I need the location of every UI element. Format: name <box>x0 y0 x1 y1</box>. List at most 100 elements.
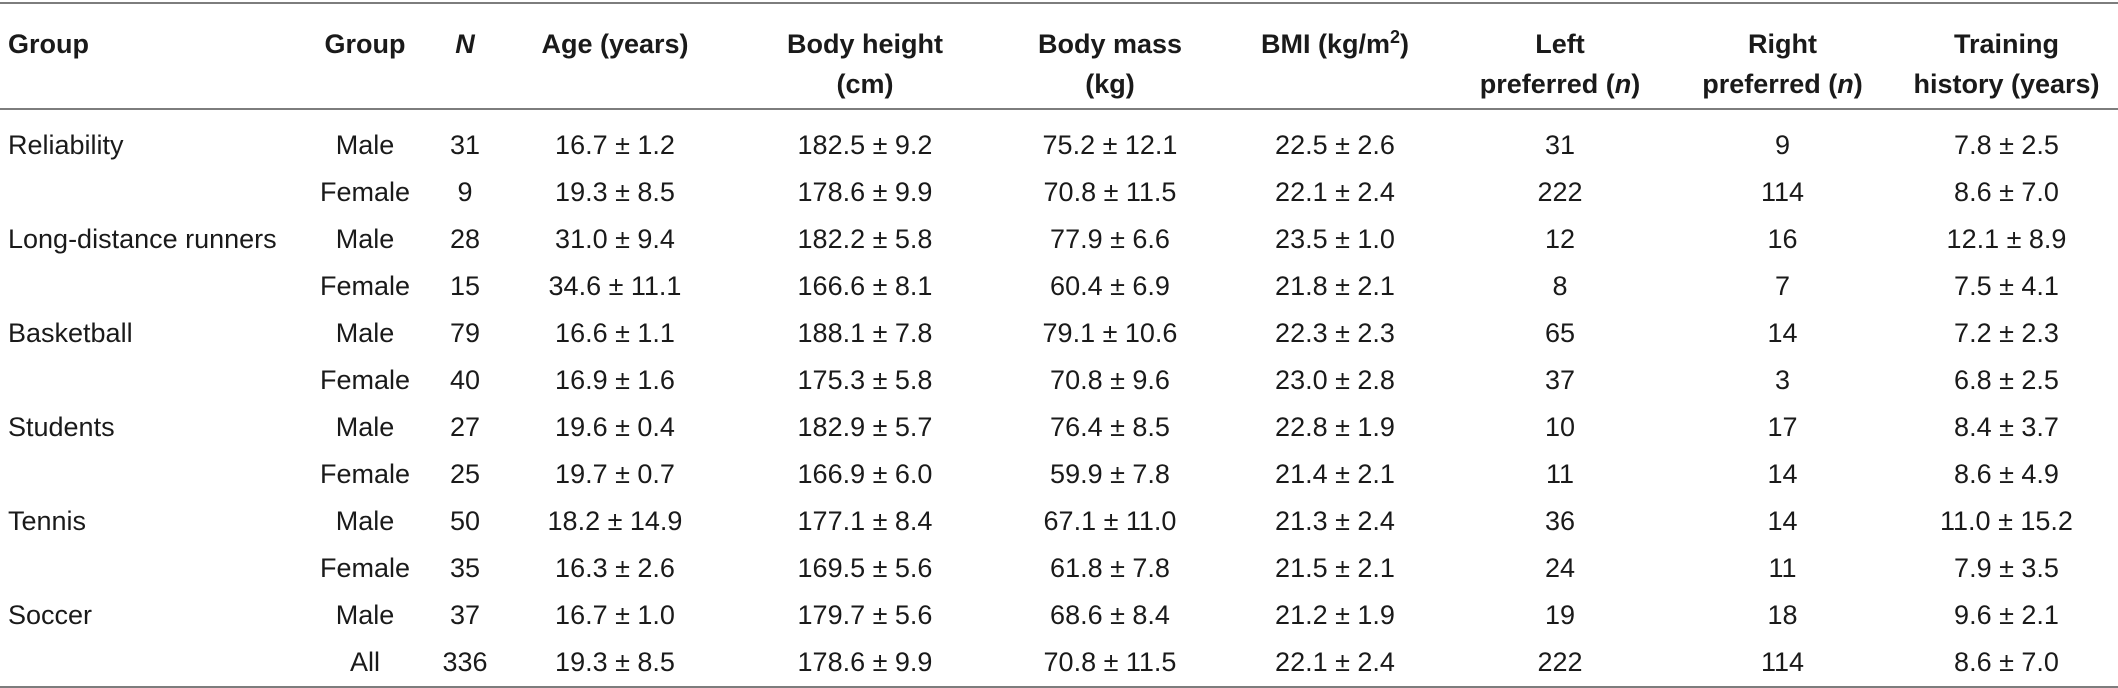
table-row: Female 15 34.6 ± 11.1 166.6 ± 8.1 60.4 ±… <box>0 263 2118 310</box>
cell-height: 178.6 ± 9.9 <box>797 177 933 207</box>
cell-bmi: 22.5 ± 2.6 <box>1275 130 1395 160</box>
cell-height: 166.9 ± 6.0 <box>797 459 933 489</box>
cell-sex: Male <box>335 412 395 442</box>
cell-right-preferred: 3 <box>1774 365 1791 395</box>
cell-sex: Male <box>335 318 395 348</box>
cell-left-preferred: 31 <box>1544 130 1576 160</box>
cell-left-preferred: 11 <box>1545 459 1575 489</box>
cell-height: 166.6 ± 8.1 <box>797 271 933 301</box>
cell-bmi: 21.5 ± 2.1 <box>1275 553 1395 583</box>
header-age-label: Age (years) <box>541 29 689 59</box>
cell-bmi: 22.3 ± 2.3 <box>1275 318 1395 348</box>
cell-right-preferred: 16 <box>1767 224 1798 254</box>
header-group-label: Group <box>8 29 89 59</box>
cell-n: 31 <box>449 130 481 160</box>
cell-sex: All <box>300 639 430 688</box>
cell-left-preferred: 37 <box>1544 365 1576 395</box>
table-row: Reliability Male 31 16.7 ± 1.2 182.5 ± 9… <box>0 109 2118 169</box>
cell-left-preferred: 222 <box>1450 639 1670 688</box>
cell-training-history: 8.6 ± 7.0 <box>1895 639 2118 688</box>
cell-n: 27 <box>449 412 481 442</box>
cell-sex: Female <box>319 177 411 207</box>
cell-mass: 67.1 ± 11.0 <box>1043 506 1177 536</box>
header-training-line2: history (years) <box>1913 69 2100 99</box>
table-row: Tennis Male 50 18.2 ± 14.9 177.1 ± 8.4 6… <box>0 498 2118 545</box>
cell-bmi: 21.8 ± 2.1 <box>1275 271 1395 301</box>
cell-bmi: 22.1 ± 2.4 <box>1275 177 1395 207</box>
cell-group: Tennis <box>8 506 87 536</box>
header-mass-line1: Body mass <box>1037 29 1183 59</box>
cell-right-preferred: 114 <box>1670 639 1895 688</box>
cell-n: 336 <box>430 639 500 688</box>
cell-mass: 68.6 ± 8.4 <box>1050 600 1170 630</box>
cell-group: Basketball <box>8 318 133 348</box>
cell-mass: 61.8 ± 7.8 <box>1050 553 1170 583</box>
cell-age: 34.6 ± 11.1 <box>548 271 682 301</box>
cell-bmi: 22.8 ± 1.9 <box>1275 412 1395 442</box>
cell-group <box>0 451 300 498</box>
cell-bmi: 23.5 ± 1.0 <box>1275 224 1395 254</box>
cell-n: 15 <box>449 271 481 301</box>
cell-bmi: 21.4 ± 2.1 <box>1275 459 1395 489</box>
cell-training-history: 7.8 ± 2.5 <box>1954 130 2059 160</box>
cell-group <box>0 263 300 310</box>
cell-sex: Female <box>319 553 411 583</box>
cell-bmi: 21.3 ± 2.4 <box>1275 506 1395 536</box>
cell-training-history: 8.6 ± 7.0 <box>1954 177 2059 207</box>
cell-n: 25 <box>449 459 481 489</box>
table-row: Students Male 27 19.6 ± 0.4 182.9 ± 5.7 … <box>0 404 2118 451</box>
cell-right-preferred: 18 <box>1767 600 1798 630</box>
cell-training-history: 7.2 ± 2.3 <box>1954 318 2059 348</box>
cell-age: 31.0 ± 9.4 <box>555 224 675 254</box>
cell-age: 16.6 ± 1.1 <box>555 318 675 348</box>
cell-age: 18.2 ± 14.9 <box>547 506 683 536</box>
cell-left-preferred: 19 <box>1544 600 1576 630</box>
header-left-line1: Left <box>1535 29 1585 59</box>
header-training-line1: Training <box>1953 29 2059 59</box>
header-right-line2: preferred ( <box>1702 69 1838 99</box>
header-height-line2: (cm) <box>836 69 894 99</box>
cell-left-preferred: 36 <box>1544 506 1576 536</box>
cell-age: 16.7 ± 1.0 <box>555 600 675 630</box>
cell-left-preferred: 12 <box>1544 224 1576 254</box>
cell-training-history: 6.8 ± 2.5 <box>1954 365 2059 395</box>
cell-mass: 76.4 ± 8.5 <box>1050 412 1170 442</box>
header-training-history: Training history (years) <box>1895 2 2118 110</box>
table-row: Long-distance runners Male 28 31.0 ± 9.4… <box>0 216 2118 263</box>
cell-training-history: 7.5 ± 4.1 <box>1954 271 2059 301</box>
table-row: Soccer Male 37 16.7 ± 1.0 179.7 ± 5.6 68… <box>0 592 2118 639</box>
cell-right-preferred: 14 <box>1767 459 1798 489</box>
cell-group <box>0 357 300 404</box>
table-row: Basketball Male 79 16.6 ± 1.1 188.1 ± 7.… <box>0 310 2118 357</box>
cell-age: 16.3 ± 2.6 <box>555 553 675 583</box>
header-height: Body height (cm) <box>730 2 1000 110</box>
header-sex-label: Group <box>324 29 406 59</box>
cell-height: 182.2 ± 5.8 <box>797 224 933 254</box>
cell-mass: 75.2 ± 12.1 <box>1042 130 1178 160</box>
header-left-preferred: Left preferred (n) <box>1450 2 1670 110</box>
cell-n: 9 <box>457 177 473 207</box>
cell-age: 19.7 ± 0.7 <box>555 459 675 489</box>
header-group: Group <box>0 2 300 110</box>
header-row: Group Group N Age (years) Body height (cm… <box>0 2 2118 110</box>
cell-group <box>0 545 300 592</box>
table-row: All 336 19.3 ± 8.5 178.6 ± 9.9 70.8 ± 11… <box>0 639 2118 688</box>
cell-height: 175.3 ± 5.8 <box>797 365 933 395</box>
cell-height: 182.5 ± 9.2 <box>797 130 933 160</box>
header-left-n: n <box>1614 69 1632 99</box>
cell-sex: Male <box>335 506 395 536</box>
cell-height: 188.1 ± 7.8 <box>797 318 933 348</box>
cell-n: 79 <box>449 318 481 348</box>
cell-sex: Male <box>335 224 395 254</box>
header-bmi: BMI (kg/m2) <box>1220 2 1450 110</box>
cell-left-preferred: 10 <box>1544 412 1576 442</box>
header-right-preferred: Right preferred (n) <box>1670 2 1895 110</box>
header-height-line1: Body height <box>787 29 943 59</box>
table-body: Reliability Male 31 16.7 ± 1.2 182.5 ± 9… <box>0 109 2118 688</box>
cell-left-preferred: 65 <box>1544 318 1576 348</box>
cell-n: 35 <box>449 553 481 583</box>
header-bmi-superscript: 2 <box>1390 27 1401 47</box>
cell-training-history: 7.9 ± 3.5 <box>1954 553 2059 583</box>
cell-group <box>0 169 300 216</box>
cell-left-preferred: 24 <box>1544 553 1576 583</box>
